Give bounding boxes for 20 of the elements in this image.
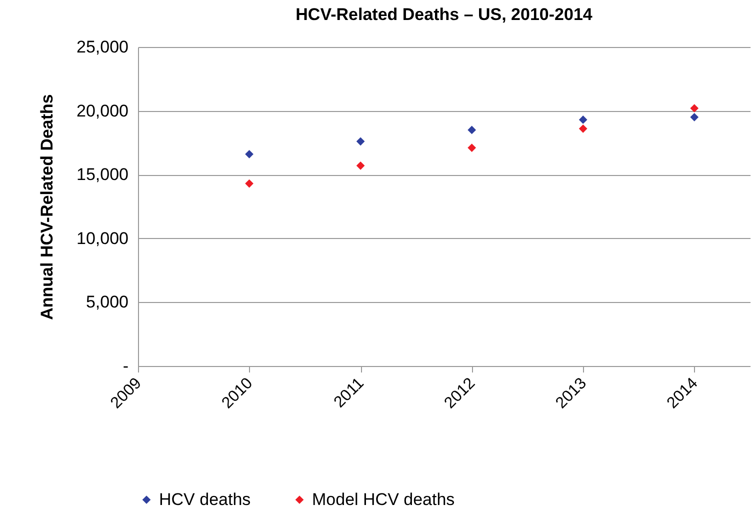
y-tick-label: - [122,356,128,376]
legend-label: HCV deaths [159,490,251,509]
point [356,161,365,170]
legend-label: Model HCV deaths [312,490,455,509]
y-tick-label: 20,000 [76,101,128,120]
point [578,124,588,133]
y-tick-label: 10,000 [76,228,128,248]
y-tick-label: 25,000 [76,38,128,56]
point [245,150,254,158]
chart-title: HCV-Related Deaths – US, 2010-2014 [296,5,593,24]
y-tick-label: 5,000 [86,292,128,312]
y-axis-title: Annual HCV-Related Deaths [38,94,57,320]
point [245,179,254,188]
y-tick-label: 15,000 [76,165,128,184]
point [356,137,365,146]
point [690,104,699,112]
point [468,144,476,152]
point [578,116,588,124]
point [690,112,699,122]
point [468,126,476,134]
